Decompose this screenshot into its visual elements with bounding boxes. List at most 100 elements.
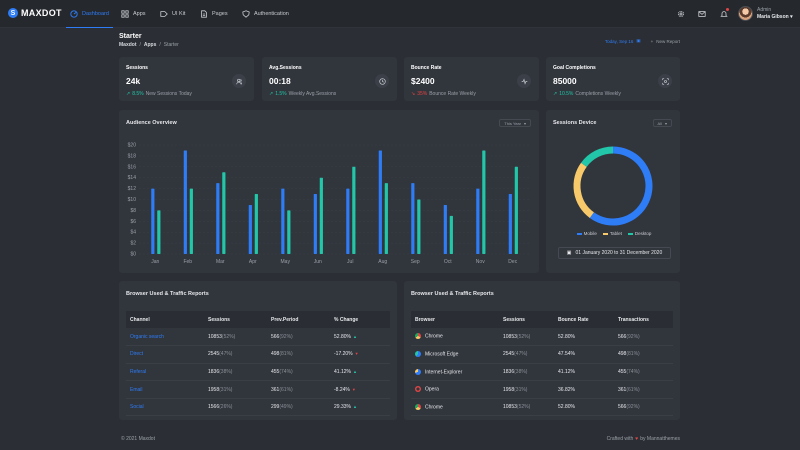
- bar: [189, 188, 193, 254]
- nav-dashboard[interactable]: Dashboard: [66, 0, 113, 28]
- chrome-icon: [415, 333, 421, 340]
- transactions-cell: 361(61%): [614, 380, 673, 399]
- channel-link[interactable]: Email: [126, 380, 204, 399]
- breadcrumb-item[interactable]: Maxdot: [119, 42, 137, 48]
- x-tick-label: Feb: [183, 259, 192, 265]
- users-icon: [235, 78, 242, 84]
- table-row: Direct 2545(47%) 498(81%) -17.20% ▼: [126, 345, 390, 364]
- y-tick-label: $10: [128, 197, 137, 203]
- bar: [378, 150, 382, 254]
- column-header[interactable]: Prev.Period: [267, 311, 330, 328]
- nav-authentication[interactable]: Authentication: [242, 0, 289, 28]
- table-row: Chrome 10853(52%) 52.80% 566(92%): [411, 328, 673, 347]
- column-header[interactable]: Bounce Rate: [554, 311, 614, 328]
- bar: [248, 204, 252, 254]
- chevron-down-icon: ▾: [664, 120, 667, 126]
- date-picker-button[interactable]: Today, Sep 16 ▣: [605, 38, 641, 44]
- donut-slice: [581, 146, 614, 168]
- change-cell: 52.80% ▲: [330, 328, 390, 347]
- y-tick-label: $12: [128, 186, 137, 192]
- plus-icon: +: [650, 38, 654, 44]
- device-filter-select[interactable]: All ▾: [652, 119, 672, 127]
- mail-icon: [698, 11, 706, 17]
- nav-pages[interactable]: Pages: [200, 0, 228, 28]
- transactions-cell: 498(81%): [614, 345, 673, 364]
- trend-up-icon: ↗: [126, 91, 131, 97]
- browser-cell: Opera: [411, 380, 499, 399]
- brand-logo[interactable]: S MAXDOT: [8, 8, 62, 18]
- user-menu[interactable]: Admin Maria Gibson ▾: [757, 7, 793, 21]
- trend-down-icon: ↘: [411, 91, 416, 97]
- channel-link[interactable]: Organic search: [126, 328, 204, 347]
- donut-slice: [573, 162, 595, 218]
- column-header[interactable]: Sessions: [204, 311, 267, 328]
- stat-title: Bounce Rate: [411, 65, 442, 71]
- notification-dot: [726, 8, 729, 11]
- audience-filter-select[interactable]: This Year ▾: [499, 119, 531, 127]
- x-tick-label: Nov: [476, 259, 485, 265]
- settings-button[interactable]: [675, 8, 687, 20]
- trend-up-icon: ↗: [553, 91, 558, 97]
- browser-cell: Chrome: [411, 328, 499, 347]
- stat-card-avg-sessions: Avg.Sessions 00:18 ↗ 1.5% Weekly Avg.Sessi…: [262, 57, 397, 101]
- sessions-cell: 1958(31%): [204, 380, 267, 399]
- nav-pages-label: Pages: [212, 11, 228, 17]
- stat-title: Avg.Sessions: [269, 65, 302, 71]
- date-range-button[interactable]: ▣ 01 January 2020 to 31 December 2020: [558, 247, 671, 259]
- y-tick-label: $6: [130, 219, 136, 225]
- shield-icon: [242, 10, 250, 18]
- change-cell: -17.20% ▼: [330, 345, 390, 364]
- channel-link[interactable]: Social: [126, 398, 204, 417]
- audience-bar-chart: $0 $2 $4 $6 $8 $10 $12 $14 $16 $18 $20 Jan Feb Mar Apr…: [128, 143, 529, 265]
- date-range-label: 01 January 2020 to 31 December 2020: [575, 250, 663, 256]
- stat-value: 85000: [553, 76, 577, 86]
- device-title: Sessions Device: [553, 120, 597, 126]
- apps-grid-icon: [121, 10, 129, 18]
- table-row: Internet-Explorer 1836(38%) 41.12% 455(74%): [411, 363, 673, 382]
- new-report-button[interactable]: + New Report: [651, 39, 680, 44]
- column-header[interactable]: % Change: [330, 311, 390, 328]
- column-header[interactable]: Browser: [411, 311, 499, 328]
- table1-title: Browser Used & Traffic Reports: [126, 291, 209, 297]
- edge-icon: [415, 351, 421, 358]
- bar: [482, 150, 486, 254]
- nav-apps[interactable]: Apps: [121, 0, 146, 28]
- change-cell: -8.24% ▼: [330, 380, 390, 399]
- nav-ui-kit[interactable]: UI Kit: [160, 0, 185, 28]
- stat-value: 00:18: [269, 76, 291, 86]
- heart-icon: ♥: [635, 436, 639, 442]
- change-cell: 41.12% ▲: [330, 363, 390, 382]
- stat-note: ↗ 1.5% Weekly Avg.Sessions: [269, 91, 337, 97]
- stat-value: 24k: [126, 76, 141, 86]
- table-header-row: Browser Sessions Bounce Rate Transaction…: [411, 311, 673, 328]
- channel-link[interactable]: Direct: [126, 345, 204, 364]
- page-header: Starter Maxdot / Apps / Starter: [119, 33, 179, 48]
- sessions-cell: 1836(38%): [499, 363, 554, 382]
- browser-cell: Microsoft Edge: [411, 345, 499, 364]
- gear-icon: [677, 10, 685, 18]
- column-header[interactable]: Transactions: [614, 311, 673, 328]
- notifications-button[interactable]: [718, 8, 730, 20]
- prev-period-cell: 566(92%): [267, 328, 330, 347]
- prev-period-cell: 498(81%): [267, 345, 330, 364]
- avatar[interactable]: [738, 6, 753, 21]
- user-role: Admin: [757, 7, 772, 13]
- traffic-reports-card-1: Browser Used & Traffic Reports Channel S…: [119, 281, 397, 420]
- mail-button[interactable]: [696, 8, 708, 20]
- stat-card-sessions: Sessions 24k ↗ 8.5% New Sessions Today: [119, 57, 254, 101]
- breadcrumb-item[interactable]: Apps: [143, 42, 157, 48]
- user-name: Maria Gibson ▾: [757, 14, 793, 20]
- bar: [346, 188, 350, 254]
- channel-link[interactable]: Referal: [126, 363, 204, 382]
- bar: [183, 150, 187, 254]
- target-icon: [661, 77, 669, 85]
- bar: [222, 172, 226, 254]
- ui-kit-icon: [160, 11, 168, 17]
- caret-up-icon: ▲: [352, 333, 357, 339]
- column-header[interactable]: Channel: [126, 311, 204, 328]
- column-header[interactable]: Sessions: [499, 311, 554, 328]
- bounce-rate-cell: 41.12%: [554, 363, 614, 382]
- header-actions: Today, Sep 16 ▣ + New Report: [605, 38, 680, 44]
- calendar-icon: ▣: [566, 250, 572, 256]
- stat-icon-wrap: [232, 74, 246, 88]
